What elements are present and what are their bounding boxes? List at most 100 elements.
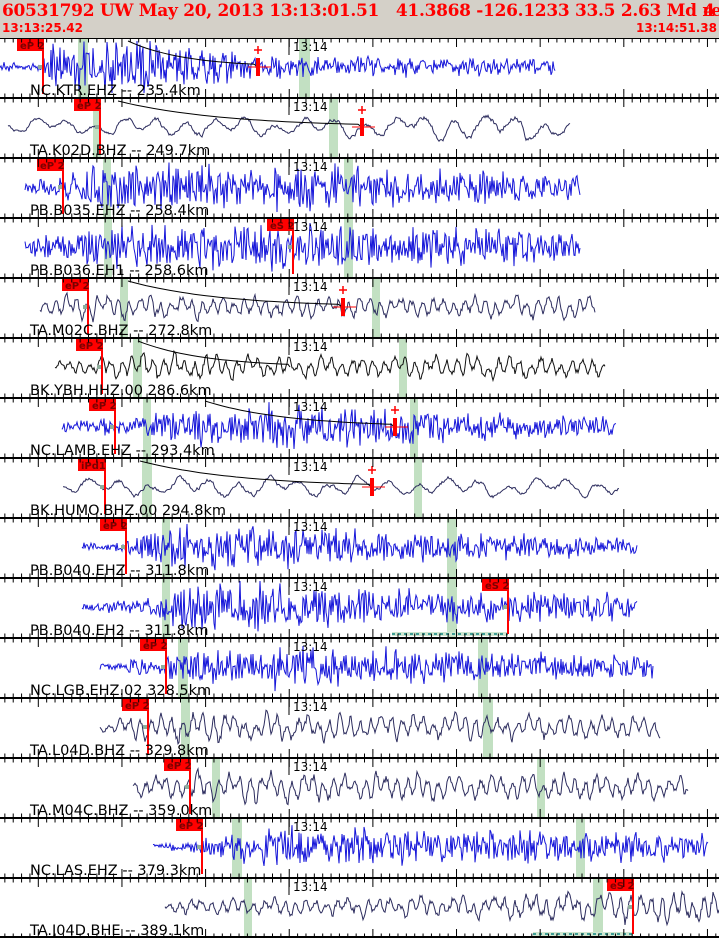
pick-cross-marker xyxy=(628,905,632,909)
arrival-window-band xyxy=(344,159,353,217)
trace-row[interactable]: 13:14 eP 2 PB.B035.EHZ -- 258.4km xyxy=(24,158,581,219)
phase-pick-flag[interactable] xyxy=(76,339,102,351)
phase-pick-flag[interactable] xyxy=(17,39,43,51)
trace-row[interactable]: 13:14 eP 2 TA.K02D.BHZ -- 249.7km xyxy=(7,98,571,159)
trace-row[interactable]: 13:14 iPd1 BK.HUMO.BHZ.00 294.8km xyxy=(30,458,619,519)
coda-decay-curve xyxy=(139,460,373,488)
station-label: NC.LGB.EHZ.02 328.5km xyxy=(30,683,211,699)
waveform xyxy=(54,349,606,383)
pick-cross-marker xyxy=(288,245,292,249)
pick-cross-marker xyxy=(97,365,101,369)
waveform xyxy=(63,474,619,499)
waveform xyxy=(81,580,638,632)
minute-label: 13:14 xyxy=(293,340,328,354)
trace-row[interactable]: 13:14 eP 2 PB.B040.EHZ -- 311.8km xyxy=(30,518,638,579)
arrival-window-band xyxy=(414,459,422,517)
coda-marker[interactable] xyxy=(360,118,364,136)
station-label: BK.HUMO.BHZ.00 294.8km xyxy=(30,503,226,519)
pick-cross-marker xyxy=(143,725,147,729)
trace-row[interactable]: 13:14 eP 2 NC.LGB.EHZ.02 328.5km xyxy=(30,638,654,699)
waveform xyxy=(0,40,556,94)
trace-row[interactable]: 13:14 eS 2 TA.J04D.BHE -- 389.1km xyxy=(29,878,719,938)
phase-pick-flag[interactable] xyxy=(267,219,293,231)
arrival-window-band xyxy=(344,219,353,277)
phase-pick-flag[interactable] xyxy=(78,459,105,471)
phase-pick-flag-label: eP 2 xyxy=(143,641,168,652)
phase-pick-flag-label: eS 2 xyxy=(610,881,634,892)
minute-label: 13:14 xyxy=(293,100,328,114)
phase-pick-flag-label: eP 2 xyxy=(40,161,65,172)
arrival-window-band xyxy=(447,519,457,577)
trace-row[interactable]: 13:14 eP 2 TA.M02C.BHZ -- 272.8km xyxy=(29,278,596,339)
waveform xyxy=(99,709,661,745)
phase-pick-flag[interactable] xyxy=(164,759,190,771)
minute-label: 13:14 xyxy=(293,640,328,654)
station-label: TA.K02D.BHZ -- 249.7km xyxy=(29,143,210,159)
arrival-window-band xyxy=(120,279,128,337)
station-label: TA.M04C.BHZ -- 359.0km xyxy=(29,803,212,819)
pick-cross-marker xyxy=(185,785,189,789)
arrival-window-band xyxy=(372,279,380,337)
trace-area[interactable]: 13:14 eP 2 NC.KTR.EHZ -- 235.4km 13:14 eP 2 T… xyxy=(0,38,719,938)
waveform xyxy=(164,890,719,927)
trace-row[interactable]: 13:14 eP 2 TA.L04D.BHZ -- 329.8km xyxy=(29,698,661,759)
phase-pick-flag[interactable] xyxy=(89,399,115,411)
waveform xyxy=(7,114,571,142)
pick-cross-marker xyxy=(503,605,507,609)
minute-label: 13:14 xyxy=(293,700,328,714)
phase-pick-flag[interactable] xyxy=(100,519,126,531)
waveform xyxy=(24,162,581,213)
waveform xyxy=(132,767,689,806)
minute-label: 13:14 xyxy=(293,760,328,774)
trace-row[interactable]: 13:14 eP 2 TA.M04C.BHZ -- 359.0km xyxy=(29,758,689,819)
pick-cross-marker xyxy=(58,185,62,189)
arrival-window-band xyxy=(142,459,152,517)
phase-pick-flag-label: eS 2 xyxy=(270,221,294,232)
pick-cross-marker xyxy=(110,425,114,429)
phase-pick-flag[interactable] xyxy=(482,579,508,591)
phase-pick-flag-label: eP 2 xyxy=(77,101,102,112)
phase-pick-flag[interactable] xyxy=(140,639,166,651)
phase-pick-flag[interactable] xyxy=(607,879,633,891)
phase-pick-flag[interactable] xyxy=(37,159,63,171)
pick-cross-marker xyxy=(197,845,201,849)
waveform xyxy=(81,523,638,571)
phase-pick-flag-label: eP 2 xyxy=(65,281,90,292)
waveform xyxy=(39,291,596,323)
pick-cross-marker xyxy=(38,65,42,69)
trace-row[interactable]: 13:14 eP 2 NC.KTR.EHZ -- 235.4km xyxy=(0,38,556,99)
trace-row[interactable]: 13:14 eP 2 NC.LAS.EHZ -- 379.3km xyxy=(30,818,709,879)
coda-decay-curve xyxy=(137,340,291,368)
minute-label: 13:14 xyxy=(293,220,328,234)
arrival-window-band xyxy=(212,759,220,817)
arrival-window-band xyxy=(399,339,407,397)
event-title-row: 60531792 UW May 20, 2013 13:13:01.51 41.… xyxy=(0,0,719,22)
phase-pick-flag[interactable] xyxy=(62,279,88,291)
trace-row[interactable]: 13:14 eS 2 PB.B040.EH2 -- 311.8km xyxy=(30,578,638,639)
minute-label: 13:14 xyxy=(293,880,328,894)
coda-marker[interactable] xyxy=(393,418,397,436)
phase-pick-flag[interactable] xyxy=(176,819,202,831)
coda-marker[interactable] xyxy=(341,298,345,316)
arrival-window-band xyxy=(483,699,493,757)
window-end-time: 13:14:51.38 xyxy=(636,21,717,35)
waveform xyxy=(24,222,581,272)
minute-label: 13:14 xyxy=(293,580,328,594)
trace-row[interactable]: 13:14 eP 2 BK.YBH.HHZ.00 286.6km xyxy=(30,338,606,399)
pick-cross-marker xyxy=(121,545,125,549)
event-header: 60531792 UW May 20, 2013 13:13:01.51 41.… xyxy=(0,0,719,38)
waveform xyxy=(61,402,617,450)
arrival-window-band xyxy=(143,399,151,457)
pick-cross-marker xyxy=(95,125,99,129)
coda-marker[interactable] xyxy=(370,478,374,496)
pick-cross-marker xyxy=(100,485,104,489)
pick-cross-marker xyxy=(83,305,87,309)
phase-pick-flag-label: eS 2 xyxy=(485,581,509,592)
arrival-window-band xyxy=(593,879,603,937)
phase-pick-flag[interactable] xyxy=(122,699,148,711)
coda-marker[interactable] xyxy=(256,58,260,76)
station-label: BK.YBH.HHZ.00 286.6km xyxy=(30,383,212,399)
